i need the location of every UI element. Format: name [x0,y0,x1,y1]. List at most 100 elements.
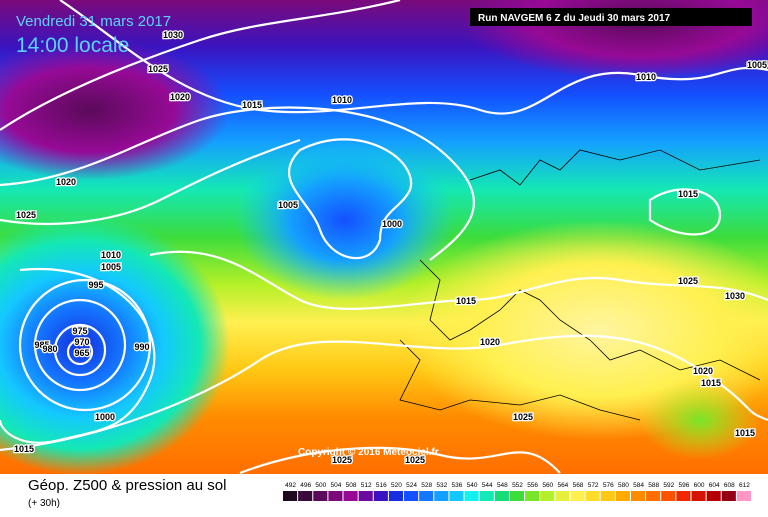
isobar-label: 1030 [725,291,745,301]
scale-swatch [721,491,736,501]
scale-label: 492 [285,482,296,489]
height-field [235,140,455,300]
scale-label: 504 [331,482,342,489]
isobar-label: 1020 [56,177,76,187]
scale-swatch [404,491,419,501]
run-info: Run NAVGEM 6 Z du Jeudi 30 mars 2017 [478,13,671,24]
coastlines [399,149,761,421]
scale-label: 608 [724,482,735,489]
isobar-label: 970 [74,337,89,347]
scale-label: 524 [406,482,417,489]
isobar-label: 1005 [747,60,767,70]
scale-swatch [479,491,494,501]
isobar-label: 1015 [242,100,262,110]
scale-swatch [343,491,358,501]
scale-swatch [525,491,540,501]
scale-label: 552 [512,482,523,489]
scale-swatch [328,491,343,501]
scale-label: 560 [542,482,553,489]
isobar-label: 1030 [163,30,183,40]
scale-swatch [676,491,691,501]
isobar-label: 1015 [14,444,34,454]
scale-swatch [615,491,630,501]
isobar-labels: 1030 1025 1020 1015 1010 1010 1005 1020 1025 1005… [13,29,768,467]
scale-swatch [434,491,449,501]
scale-label: 536 [452,482,463,489]
isobar-label: 1010 [636,72,656,82]
scale-label: 588 [648,482,659,489]
isobar-label: 1000 [382,219,402,229]
isobar-label: 1020 [170,92,190,102]
scale-swatch [600,491,615,501]
scale-label: 544 [482,482,493,489]
isobar-label: 1015 [678,189,698,199]
run-box [470,8,752,26]
scale-label: 576 [603,482,614,489]
map-time: 14:00 locale [16,34,129,57]
isobar-label: 980 [42,344,57,354]
scale-swatch [630,491,646,501]
scale-label: 604 [709,482,720,489]
isobar-label: 1015 [456,296,476,306]
scale-swatch [449,491,464,501]
scale-label: 612 [739,482,750,489]
isobar-label: 990 [134,342,149,352]
scale-label: 528 [421,482,432,489]
scale-label: 540 [467,482,478,489]
isobar-label: 1025 [678,276,698,286]
scale-label: 592 [663,482,674,489]
isobar-label: 1005 [101,262,121,272]
scale-swatch [464,491,479,501]
isobar-label: 965 [74,348,89,358]
isobar-label: 1020 [480,337,500,347]
scale-label: 596 [678,482,689,489]
scale-label: 516 [376,482,387,489]
scale-label: 500 [315,482,326,489]
isobar-label: 1000 [95,412,115,422]
scale-swatch [585,491,600,501]
isobar-label: 1015 [701,378,721,388]
scale-swatch [661,491,676,501]
scale-label: 556 [527,482,538,489]
scale-swatch [298,491,313,501]
scale-swatch [570,491,585,501]
isobar-label: 995 [88,280,103,290]
isobar-label: 1025 [16,210,36,220]
scale-swatch [388,491,404,501]
map-date: Vendredi 31 mars 2017 [16,13,171,30]
height-field [0,215,230,475]
scale-label: 572 [588,482,599,489]
scale-swatch [419,491,434,501]
scale-label: 600 [694,482,705,489]
color-scale: 492 496 500 504 508 512 516 520 524 528 532 536 540 5… [283,482,751,501]
scale-swatch [358,491,373,501]
scale-swatch [540,491,555,501]
scale-swatch [313,491,328,501]
scale-label: 508 [346,482,357,489]
scale-swatch [509,491,525,501]
isobar-label: 975 [72,326,87,336]
height-field [640,380,760,460]
isobar-label: 1025 [148,64,168,74]
height-field [0,40,230,180]
isobar-label: 1010 [332,95,352,105]
scale-swatch [646,491,661,501]
scale-swatch [706,491,721,501]
copyright: Copyright © 2016 Meteociel.fr [298,447,439,458]
scale-swatch [555,491,570,501]
isobar-label: 985 [34,340,49,350]
scale-swatch [691,491,706,501]
isobar-label: 1010 [101,250,121,260]
scale-label: 580 [618,482,629,489]
footer-title: Géop. Z500 & pression au sol [28,477,226,494]
scale-label: 496 [300,482,311,489]
isobars [0,0,768,473]
scale-label: 564 [557,482,568,489]
scale-label: 568 [573,482,584,489]
scale-label: 512 [361,482,372,489]
scale-label: 520 [391,482,402,489]
scale-label: 584 [633,482,644,489]
scale-swatch [736,491,751,501]
isobar-label: 1005 [278,200,298,210]
